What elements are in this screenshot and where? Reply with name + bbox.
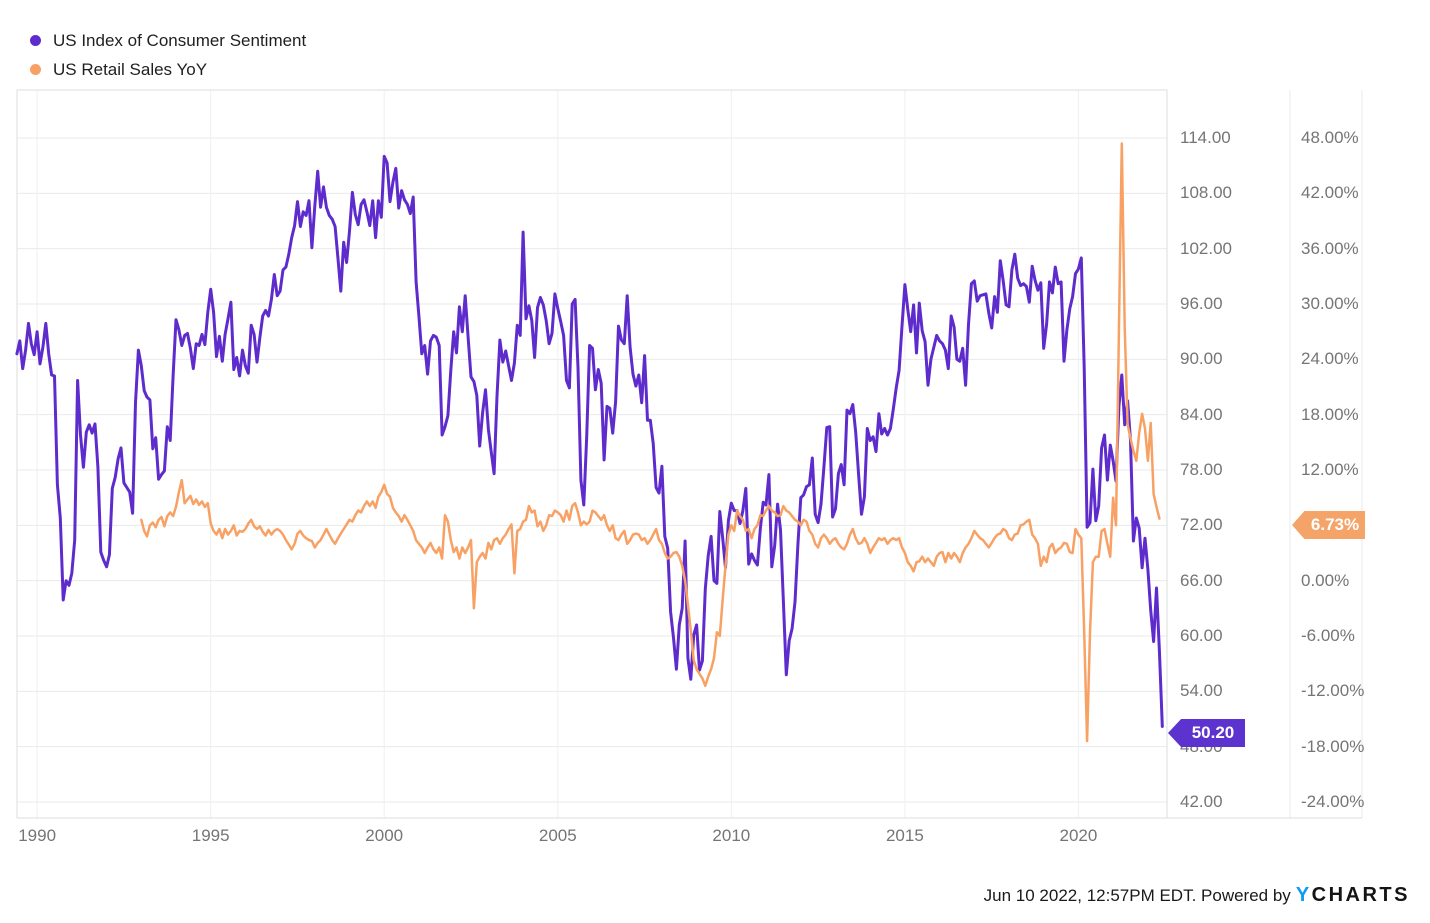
legend: US Index of Consumer Sentiment US Retail … bbox=[30, 26, 306, 84]
y-axis-right-tick-label: -18.00% bbox=[1301, 736, 1365, 756]
latest-value-retail: 6.73% bbox=[1310, 515, 1360, 534]
ycharts-logo-y: Y bbox=[1295, 884, 1312, 906]
y-axis-right-tick-label: 36.00% bbox=[1301, 238, 1359, 258]
x-axis-tick-label: 1995 bbox=[191, 826, 230, 845]
legend-item-consumer-sentiment[interactable]: US Index of Consumer Sentiment bbox=[30, 26, 306, 55]
y-axis-right-tick-label: 24.00% bbox=[1301, 349, 1359, 369]
y-axis-left-tick-label: 114.00 bbox=[1180, 128, 1231, 147]
x-axis-tick-label: 2010 bbox=[712, 826, 751, 845]
y-axis-left-tick-label: 108.00 bbox=[1180, 183, 1232, 203]
y-axis-left-tick-label: 78.00 bbox=[1180, 460, 1223, 479]
y-axis-left-tick-label: 96.00 bbox=[1180, 294, 1223, 313]
y-axis-left-tick-label: 72.00 bbox=[1180, 515, 1223, 535]
footer-timestamp: Jun 10 2022, 12:57PM EDT. Powered by bbox=[983, 885, 1291, 905]
y-axis-left-tick-label: 60.00 bbox=[1180, 626, 1223, 645]
legend-item-label: US Index of Consumer Sentiment bbox=[53, 30, 307, 50]
y-axis-right-tick-label: -6.00% bbox=[1301, 626, 1355, 645]
y-axis-right-tick-label: 42.00% bbox=[1301, 183, 1359, 203]
legend-item-retail-sales[interactable]: US Retail Sales YoY bbox=[30, 55, 306, 84]
ycharts-logo-text: CHARTS bbox=[1311, 884, 1410, 906]
footer: Jun 10 2022, 12:57PM EDT. Powered by Y CH… bbox=[984, 884, 1410, 907]
y-axis-right-tick-label: 0.00% bbox=[1301, 570, 1350, 590]
y-axis-right-tick-label: 12.00% bbox=[1301, 460, 1359, 479]
latest-value-sentiment: 50.20 bbox=[1191, 723, 1235, 742]
series-line-consumer-sentiment[interactable] bbox=[15, 154, 1164, 728]
series-line-retail-sales[interactable] bbox=[140, 142, 1161, 743]
y-axis-right-tick-label: 30.00% bbox=[1301, 294, 1359, 313]
legend-item-label: US Retail Sales YoY bbox=[53, 59, 208, 79]
y-axis-right-tick-label: -12.00% bbox=[1301, 681, 1365, 701]
y-axis-left-tick-label: 66.00 bbox=[1180, 570, 1223, 590]
y-axis-left-tick-label: 90.00 bbox=[1180, 349, 1223, 369]
y-axis-left-tick-label: 42.00 bbox=[1180, 792, 1223, 811]
x-axis-tick-label: 1990 bbox=[18, 826, 57, 845]
latest-value-badge-sentiment: 50.20 bbox=[1168, 719, 1245, 747]
legend-dot-icon bbox=[30, 64, 41, 75]
x-axis-tick-label: 2020 bbox=[1059, 826, 1098, 845]
latest-value-badge-retail: 6.73% bbox=[1292, 511, 1365, 539]
y-axis-left-tick-label: 102.00 bbox=[1180, 238, 1232, 258]
y-axis-left-tick-label: 54.00 bbox=[1180, 681, 1223, 701]
y-axis-right-tick-label: -24.00% bbox=[1301, 792, 1365, 811]
y-axis-left-tick-label: 84.00 bbox=[1180, 404, 1223, 424]
ycharts-logo[interactable]: Y CHARTS bbox=[1296, 884, 1410, 907]
x-axis-tick-label: 2000 bbox=[365, 826, 404, 845]
y-axis-right-tick-label: 48.00% bbox=[1301, 128, 1359, 147]
legend-dot-icon bbox=[30, 35, 41, 46]
y-axis-right-tick-label: 18.00% bbox=[1301, 404, 1359, 424]
x-axis-tick-label: 2005 bbox=[538, 826, 577, 845]
x-axis-tick-label: 2015 bbox=[885, 826, 924, 845]
